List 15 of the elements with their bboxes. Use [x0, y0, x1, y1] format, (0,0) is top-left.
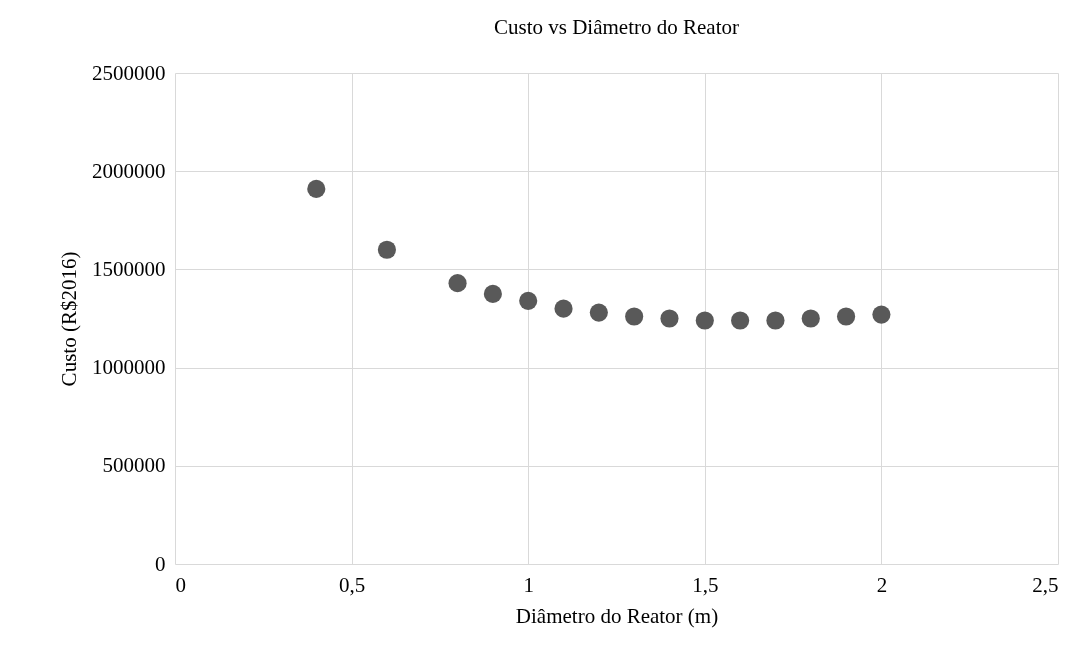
x-tick-label: 1	[523, 572, 534, 597]
x-tick-label: 2,5	[1032, 572, 1059, 597]
x-tick-label: 2	[876, 572, 888, 597]
y-tick-label: 1500000	[92, 256, 166, 281]
y-tick-label: 500000	[102, 453, 166, 478]
x-axis-title: Diâmetro do Reator (m)	[515, 603, 719, 628]
y-axis-title: Custo (R$2016)	[57, 251, 81, 387]
x-tick-label: 0,5	[338, 572, 366, 597]
chart-title: Custo vs Diâmetro do Reator	[494, 15, 739, 39]
y-tick-label: 0	[155, 551, 166, 576]
x-tick-label: 0	[175, 572, 186, 597]
x-tick-label: 1,5	[692, 572, 719, 597]
y-tick-label: 2500000	[92, 60, 166, 85]
y-tick-label: 2000000	[92, 158, 166, 183]
y-tick-label: 1000000	[92, 355, 166, 380]
